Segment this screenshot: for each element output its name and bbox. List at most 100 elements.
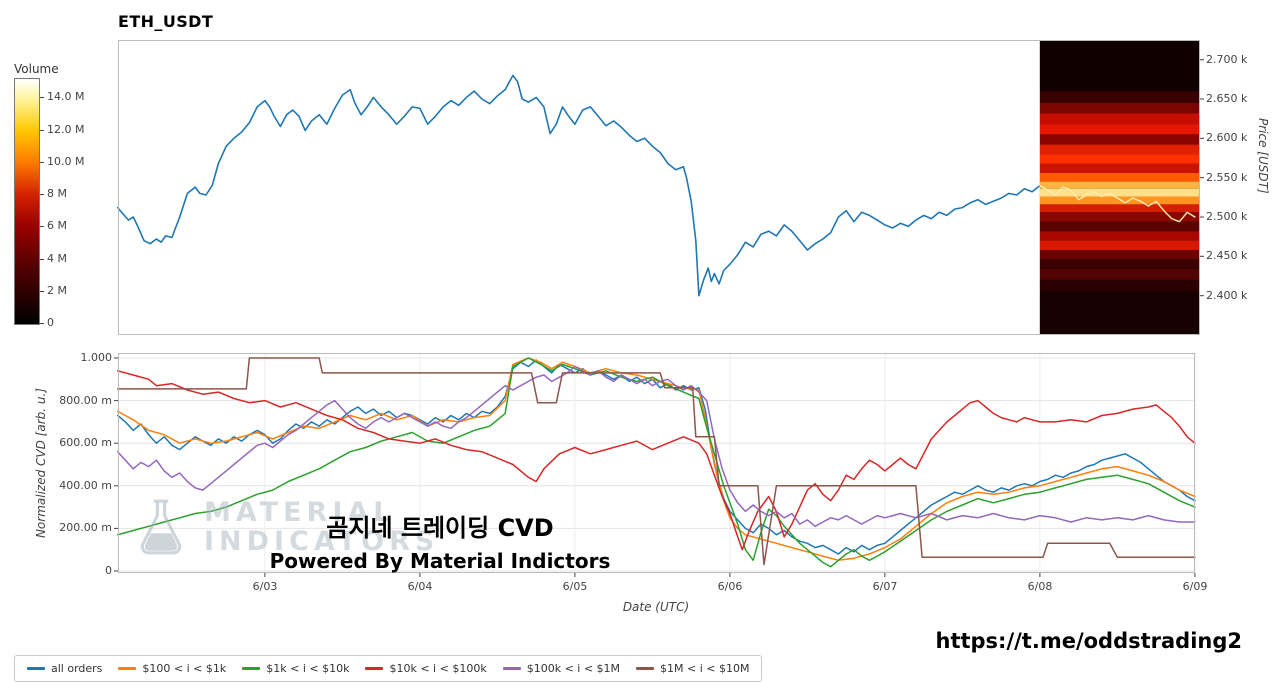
legend: all orders $100 < i < $1k $1k < i < $10k $1… xyxy=(14,655,763,682)
heatmap-band xyxy=(1039,240,1200,250)
cvd-line-1k-i-10k xyxy=(116,357,1196,568)
price-tick-label: 2.650 k xyxy=(1206,92,1248,105)
legend-item-100k-i-1m: $100k < i < $1M xyxy=(502,662,621,675)
colorbar-tick-label: 12.0 M xyxy=(47,123,85,136)
colorbar-tick-label: 0 xyxy=(47,316,54,329)
colorbar-tick-label: 10.0 M xyxy=(47,155,85,168)
legend-label: $10k < i < $100k xyxy=(389,662,487,675)
volume-colorbar xyxy=(14,78,40,325)
cvd-axis-label-text: Normalized CVD [arb. u.] xyxy=(34,387,48,539)
cvd-tick-label: 600.00 m xyxy=(59,436,112,450)
cvd-plot-border xyxy=(118,353,1195,573)
x-tick-label: 6/05 xyxy=(562,580,588,593)
price-line xyxy=(116,74,1196,297)
watermark-logo-line1: MATERIAL xyxy=(204,496,396,528)
x-tick-label: 6/06 xyxy=(717,580,743,593)
colorbar-tick-mark xyxy=(40,162,44,163)
legend-item-1k-i-10k: $1k < i < $10k xyxy=(242,662,349,675)
legend-swatch xyxy=(502,667,521,670)
heatmap-band xyxy=(1039,163,1200,173)
heatmap-band xyxy=(1039,250,1200,260)
legend-swatch xyxy=(636,667,655,670)
colorbar-title: Volume xyxy=(14,62,59,76)
telegram-url: https://t.me/oddstrading2 xyxy=(935,629,1243,653)
material-indicators-watermark: MATERIAL INDICATORS xyxy=(130,496,439,558)
heatmap-band xyxy=(1039,144,1200,154)
x-tick-label: 6/07 xyxy=(872,580,898,593)
heatmap-band xyxy=(1039,231,1200,241)
heatmap-band xyxy=(1039,124,1200,135)
legend-swatch xyxy=(27,667,45,670)
heatmap-band xyxy=(1039,113,1200,125)
cvd-tick-label: 1.000 xyxy=(80,351,113,364)
price-axis-label-text: Price [USDT] xyxy=(1256,118,1270,194)
cvd-tick-label: 200.00 m xyxy=(59,521,112,535)
colorbar-tick-label: 4 M xyxy=(47,252,67,265)
price-chart xyxy=(116,40,1204,335)
heatmap-band xyxy=(1039,154,1200,164)
cvd-tick-label: 400.00 m xyxy=(59,478,112,492)
price-axis-label: Price [USDT] xyxy=(1256,118,1270,194)
colorbar-tick-mark xyxy=(40,259,44,260)
cvd-tick-label: 800.00 m xyxy=(59,393,112,407)
price-line-heatmap-overlay xyxy=(1039,184,1196,223)
colorbar-tick-label: 14.0 M xyxy=(47,90,85,103)
colorbar-tick-mark xyxy=(40,194,44,195)
cvd-tick-label: 0 xyxy=(105,564,112,577)
heatmap-band xyxy=(1039,40,1200,92)
price-tick-label: 2.600 k xyxy=(1206,131,1248,145)
cvd-line-1m-i-10m xyxy=(116,357,1196,566)
heatmap-band xyxy=(1039,259,1200,269)
cvd-chart xyxy=(114,353,1196,577)
cvd-line-10k-i-100k xyxy=(116,370,1196,551)
legend-label: $100k < i < $1M xyxy=(526,662,621,675)
price-tick-label: 2.450 k xyxy=(1206,249,1248,263)
colorbar-tick-mark xyxy=(40,323,44,324)
price-tick-label: 2.550 k xyxy=(1206,170,1248,184)
legend-item-1m-i-10m: $1M < i < $10M xyxy=(636,662,749,675)
heatmap-band xyxy=(1039,188,1200,197)
overlay-watermark: 곰지네 트레이딩 CVD Powered By Material Indicto… xyxy=(240,508,640,573)
price-tick-label: 2.500 k xyxy=(1206,210,1248,223)
cvd-axis-label: Normalized CVD [arb. u.] xyxy=(34,363,48,563)
colorbar-tick-label: 8 M xyxy=(47,187,67,200)
heatmap-band xyxy=(1039,204,1200,213)
cvd-line-100k-i-1m xyxy=(116,365,1196,528)
heatmap-band xyxy=(1039,181,1200,189)
watermark-logo-line2: INDICATORS xyxy=(204,526,440,557)
legend-label: $100 < i < $1k xyxy=(142,662,227,675)
x-tick-label: 6/09 xyxy=(1182,580,1208,593)
legend-label: $1M < i < $10M xyxy=(660,662,750,675)
flask-icon xyxy=(140,499,182,555)
colorbar-tick-mark xyxy=(40,130,44,131)
legend-swatch xyxy=(365,667,384,670)
price-plot-border xyxy=(118,40,1200,335)
price-tick-label: 2.400 k xyxy=(1206,288,1248,302)
legend-label: $1k < i < $10k xyxy=(266,662,350,675)
page-title: ETH_USDT xyxy=(118,12,214,31)
x-tick-label: 6/08 xyxy=(1027,580,1053,593)
cvd-line-100-i-1k xyxy=(116,357,1196,562)
heatmap-band xyxy=(1039,91,1200,103)
colorbar-tick-mark xyxy=(40,291,44,292)
x-tick-label: 6/04 xyxy=(407,580,433,593)
x-tick-label: 6/03 xyxy=(252,580,278,593)
colorbar-tick-label: 6 M xyxy=(47,219,67,232)
watermark-korean-title: 곰지네 트레이딩 CVD xyxy=(326,514,554,542)
legend-item-all-orders: all orders xyxy=(27,662,102,675)
price-tick-label: 2.700 k xyxy=(1206,52,1248,66)
heatmap-band xyxy=(1039,221,1200,232)
legend-swatch xyxy=(242,667,261,670)
heatmap-band xyxy=(1039,134,1200,145)
colorbar-tick-mark xyxy=(40,226,44,227)
x-axis-label: Date (UTC) xyxy=(622,600,690,614)
cvd-line-all-orders xyxy=(116,359,1196,555)
heatmap-band xyxy=(1039,279,1200,292)
legend-label: all orders xyxy=(51,662,103,675)
legend-swatch xyxy=(118,667,137,670)
watermark-powered-by: Powered By Material Indictors xyxy=(269,549,611,573)
colorbar-tick-mark xyxy=(40,97,44,98)
heatmap-band xyxy=(1039,102,1200,114)
heatmap-band xyxy=(1039,172,1200,182)
